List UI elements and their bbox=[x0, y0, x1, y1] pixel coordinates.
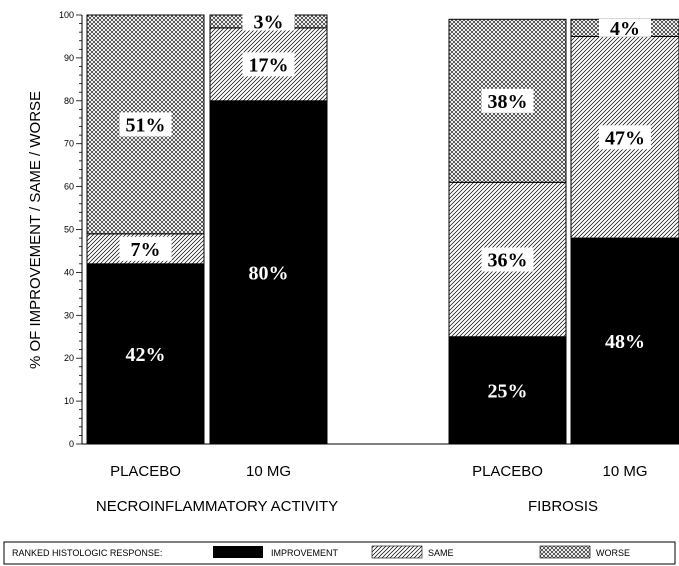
y-tick-label: 20 bbox=[64, 353, 74, 363]
x-axis-labels: PLACEBO 10 MG PLACEBO 10 MG NECROINFLAMMATOR… bbox=[96, 463, 648, 515]
data-label-worse: 38% bbox=[488, 91, 528, 113]
category-label: PLACEBO bbox=[472, 463, 543, 480]
legend-swatch-worse bbox=[539, 545, 591, 559]
data-label-bg bbox=[242, 52, 295, 77]
bar-segment-improvement bbox=[86, 263, 205, 445]
legend-item-same: SAME bbox=[428, 548, 454, 558]
bar-segment-improvement bbox=[209, 100, 328, 445]
data-label-bg bbox=[119, 236, 172, 261]
legend-frame bbox=[3, 541, 676, 565]
y-tick-label: 10 bbox=[64, 396, 74, 406]
y-tick-label: 30 bbox=[64, 310, 74, 320]
data-label-improvement: 80% bbox=[249, 262, 289, 284]
data-label-bg bbox=[599, 125, 651, 150]
data-label-bg bbox=[119, 112, 172, 137]
category-label: 10 MG bbox=[246, 463, 291, 480]
y-tick-label: 0 bbox=[69, 439, 74, 449]
data-label-bg bbox=[242, 12, 295, 31]
y-tick-label: 90 bbox=[64, 53, 74, 63]
bar-segment-improvement bbox=[570, 237, 679, 445]
data-labels: 42% 7% 51% 80% 17% 3% 25% 36% 38% 48% 47% 4% bbox=[119, 11, 651, 402]
data-label-worse: 4% bbox=[610, 18, 640, 40]
data-label-improvement: 48% bbox=[605, 331, 645, 353]
y-axis-title: % OF IMPROVEMENT / SAME / WORSE bbox=[27, 91, 44, 369]
data-label-same: 17% bbox=[249, 54, 289, 76]
data-label-same: 7% bbox=[131, 239, 161, 261]
y-tick-label: 70 bbox=[64, 139, 74, 149]
category-label: PLACEBO bbox=[110, 463, 181, 480]
data-label-bg bbox=[481, 88, 534, 113]
legend-title: RANKED HISTOLOGIC RESPONSE: bbox=[12, 548, 162, 558]
group-label: FIBROSIS bbox=[528, 498, 598, 515]
data-label-same: 47% bbox=[605, 127, 645, 149]
data-label-improvement: 25% bbox=[488, 380, 528, 402]
legend-swatch-improvement bbox=[213, 546, 263, 558]
y-tick-label: 100 bbox=[59, 10, 74, 20]
group-label: NECROINFLAMMATORY ACTIVITY bbox=[96, 498, 338, 515]
legend-item-worse: WORSE bbox=[596, 548, 630, 558]
y-tick-label: 60 bbox=[64, 182, 74, 192]
legend-item-improvement: IMPROVEMENT bbox=[271, 548, 339, 558]
category-label: 10 MG bbox=[602, 463, 647, 480]
data-label-improvement: 42% bbox=[126, 344, 166, 366]
y-tick-label: 80 bbox=[64, 96, 74, 106]
data-label-same: 36% bbox=[488, 250, 528, 272]
y-tick-label: 50 bbox=[64, 225, 74, 235]
data-label-worse: 3% bbox=[254, 11, 284, 33]
bar-segment-improvement bbox=[448, 336, 567, 445]
bars bbox=[86, 14, 679, 445]
legend: RANKED HISTOLOGIC RESPONSE: IMPROVEMENT … bbox=[3, 541, 676, 565]
data-label-bg bbox=[599, 18, 651, 37]
legend-swatch-same bbox=[371, 545, 423, 559]
data-label-worse: 51% bbox=[126, 114, 166, 136]
data-label-bg bbox=[481, 247, 534, 272]
y-tick-label: 40 bbox=[64, 267, 74, 277]
